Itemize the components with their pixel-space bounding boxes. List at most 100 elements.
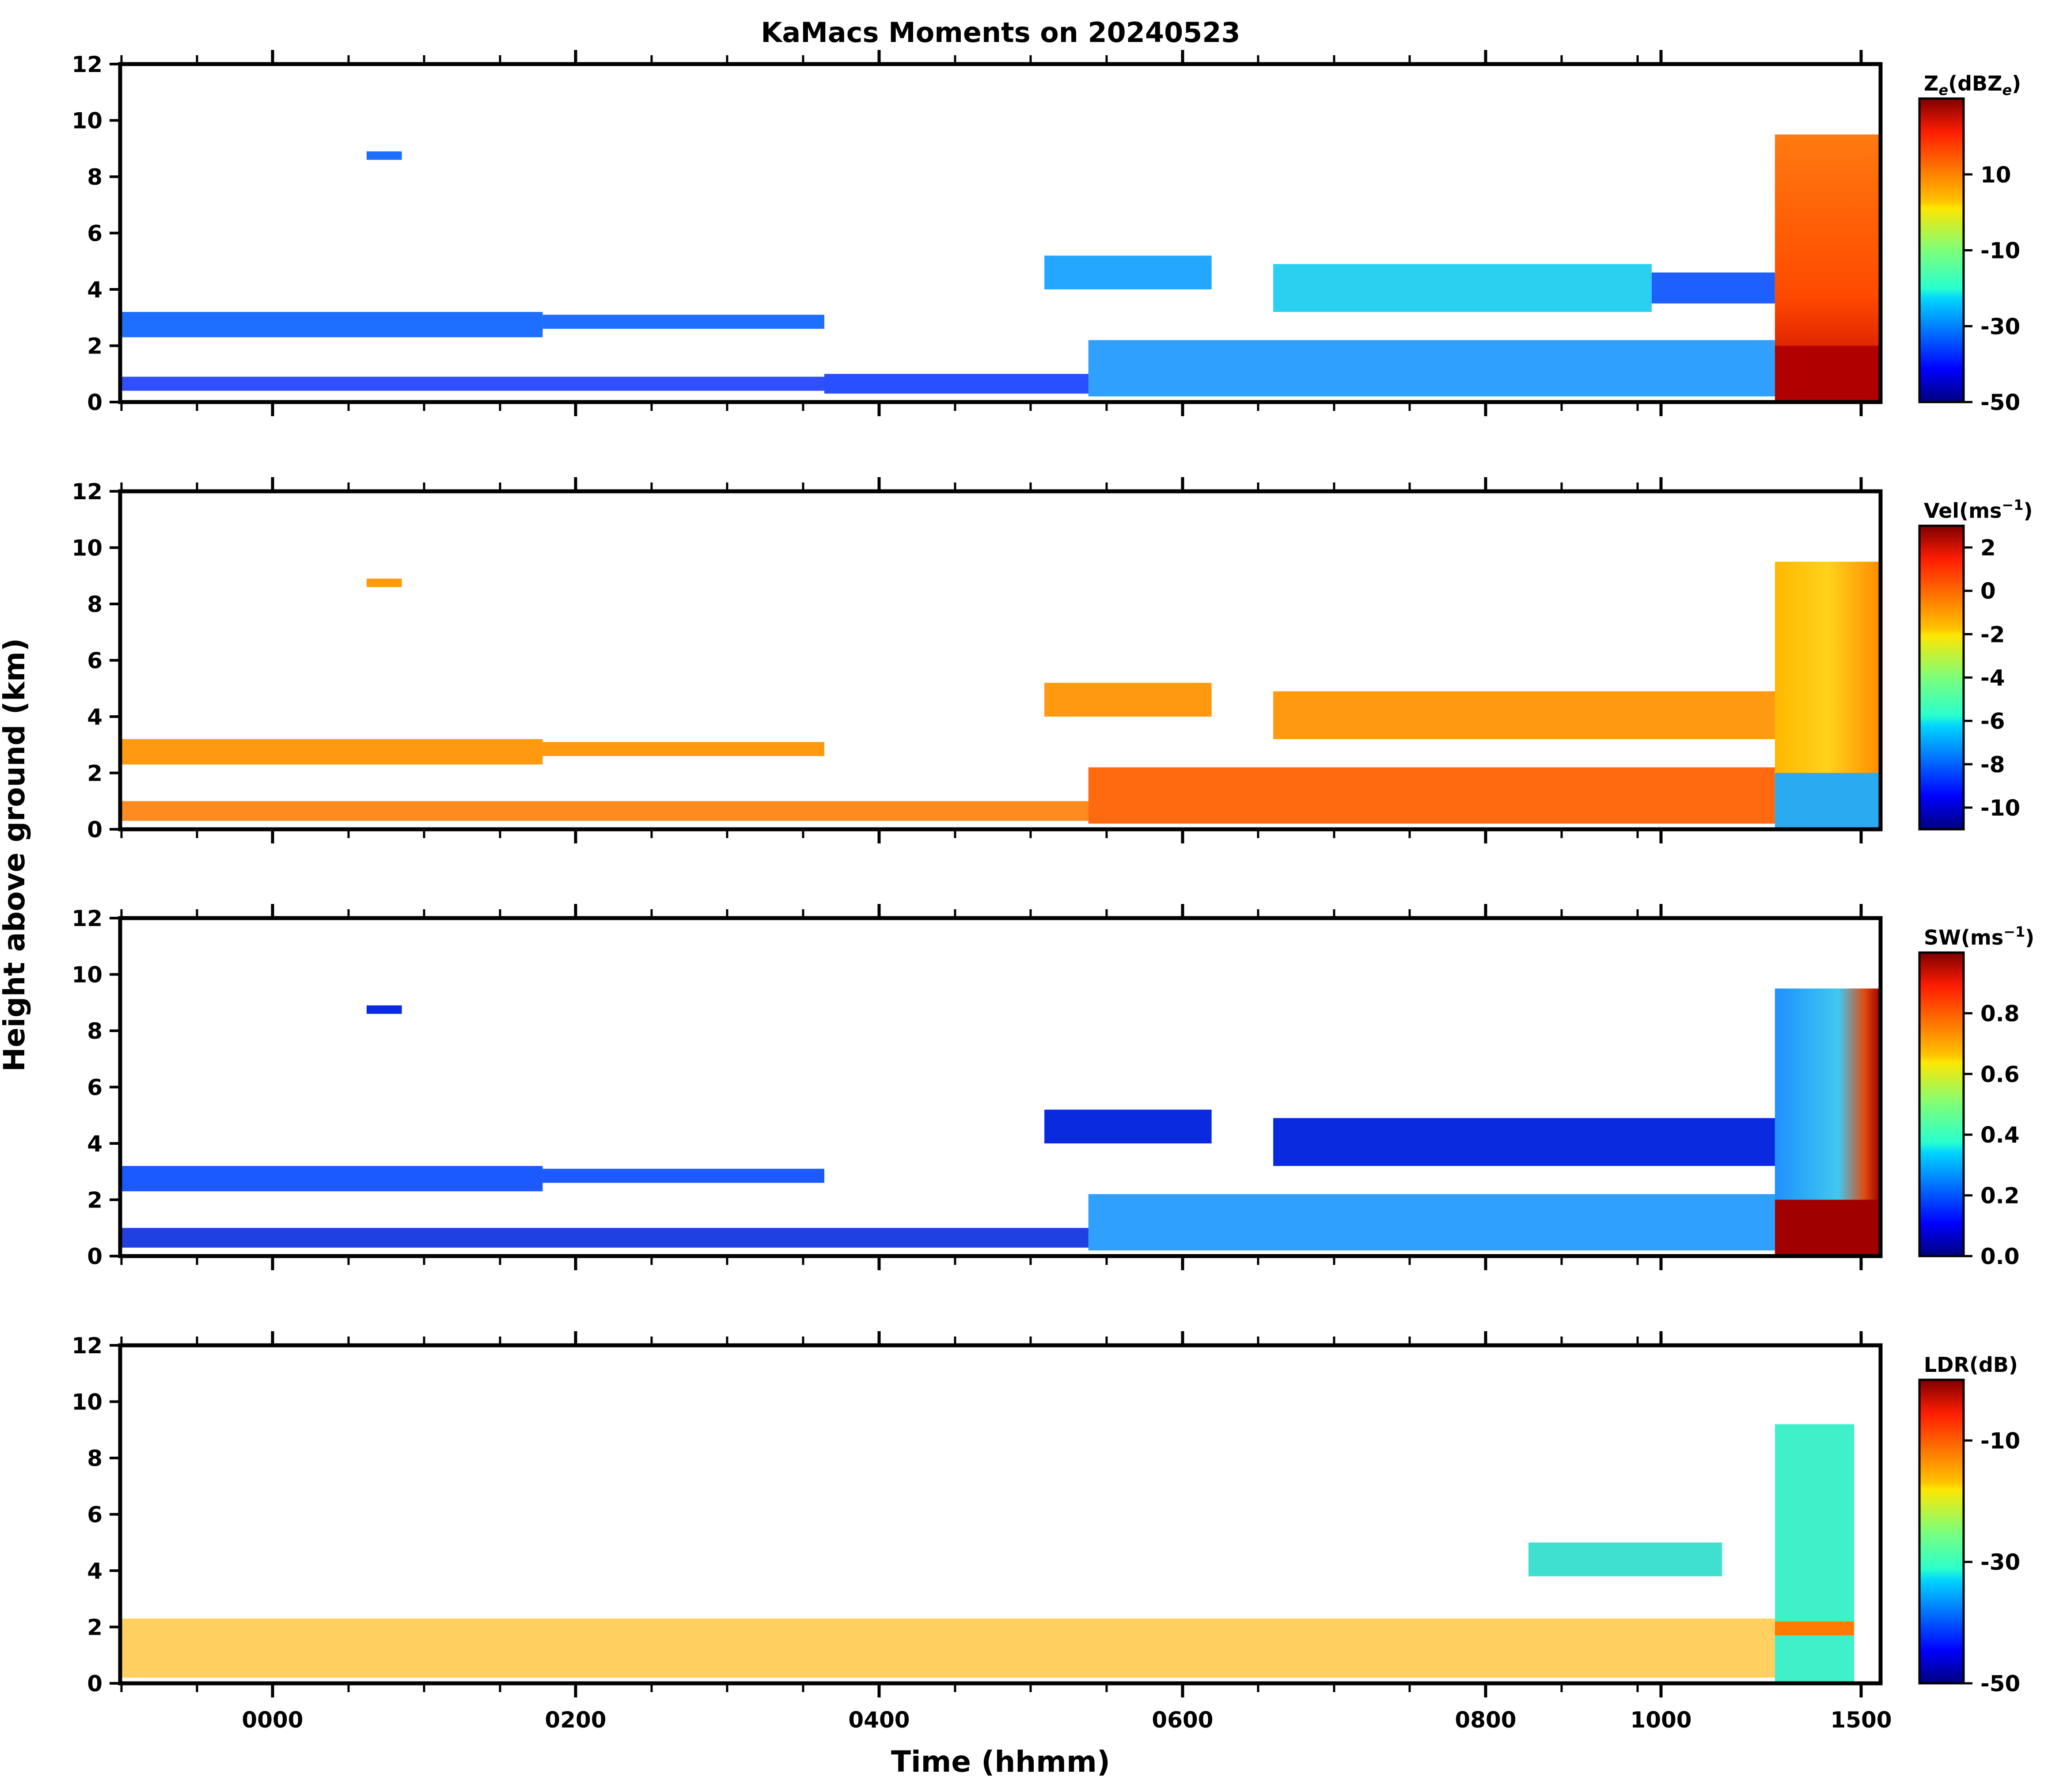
echo-region: [1775, 345, 1881, 402]
y-axis-label: Height above ground (km): [0, 638, 31, 1072]
echo-region: [1775, 1635, 1854, 1683]
echo-region: [120, 376, 824, 391]
echo-region: [1088, 340, 1775, 397]
y-tick-label: 0: [87, 1671, 102, 1697]
echo-region: [1273, 691, 1775, 739]
colorbar-tick-label: -4: [1980, 665, 2005, 691]
echo-region: [1775, 1200, 1881, 1256]
colorbar-label: SW(ms−1): [1924, 923, 2034, 949]
x-tick-label: 1500: [1830, 1707, 1892, 1733]
colorbar-tick-label: 0: [1980, 578, 1996, 604]
y-tick-label: 2: [87, 334, 102, 359]
colorbar-tick-label: -30: [1980, 1549, 2020, 1575]
y-tick-label: 8: [87, 1446, 102, 1471]
y-tick-label: 6: [87, 1502, 102, 1528]
y-tick-label: 10: [72, 962, 102, 988]
echo-region: [1273, 1118, 1775, 1166]
y-tick-label: 4: [87, 1558, 102, 1584]
y-tick-label: 12: [72, 1333, 102, 1359]
y-tick-label: 2: [87, 1188, 102, 1213]
colorbar-tick-label: -10: [1980, 795, 2020, 821]
echo-region: [1044, 1109, 1212, 1143]
echo-region: [1775, 1621, 1854, 1636]
colorbar-tick-label: 10: [1980, 162, 2011, 188]
echo-region: [1088, 1194, 1775, 1251]
colorbar-tick-label: -8: [1980, 752, 2005, 778]
colorbar: [1918, 951, 1965, 1257]
colorbar: [1918, 97, 1965, 403]
colorbar-tick-label: 0.6: [1980, 1062, 2020, 1087]
panel-spectrum-width: 0 2 4 6 8 10 12 0.8 0.6 0.4 0.2 0.0 SW(ms−1): [72, 904, 2034, 1270]
y-tick-label: 2: [87, 1615, 102, 1640]
echo-region: [1088, 767, 1775, 824]
echo-region: [1528, 1542, 1722, 1576]
panel-velocity: 0 2 4 6 8 10 12 2 0 -2 -4 -6 -8 -10 Vel(ms−1): [72, 477, 2033, 843]
colorbar-tick-label: 0.4: [1980, 1122, 2020, 1148]
echo-region: [120, 1166, 543, 1192]
echo-region: [366, 1005, 402, 1014]
echo-region: [366, 578, 402, 587]
colorbar-tick-label: 0.8: [1980, 1001, 2020, 1026]
y-tick-label: 10: [72, 535, 102, 561]
echo-region: [1273, 264, 1652, 312]
y-tick-label: 2: [87, 761, 102, 786]
y-tick-label: 8: [87, 592, 102, 617]
colorbar-label: Ze(dBZe): [1924, 72, 2021, 99]
x-tick-label: 0600: [1152, 1707, 1213, 1733]
x-tick-label: 1000: [1630, 1707, 1691, 1733]
echo-region: [1651, 272, 1775, 304]
echo-region: [1775, 562, 1881, 773]
colorbar-tick-label: -30: [1980, 314, 2020, 339]
echo-region: [366, 151, 402, 160]
echo-region: [1044, 683, 1212, 717]
colorbar-tick-label: 0.2: [1980, 1183, 2020, 1209]
panels-group: 0 2 4 6 8 10 12 10 -10 -30 -50 Ze(dBZe) 0 2 4 6 8 10 12 2 0 -…: [72, 50, 2034, 1733]
y-tick-label: 12: [72, 52, 102, 77]
panel-ldr: 0 2 4 6 8 10 12 0000 0200 0400 0600 0800 1000 1500 -10…: [72, 1331, 2020, 1733]
y-tick-label: 10: [72, 108, 102, 134]
echo-region: [1775, 988, 1881, 1200]
chart-title: KaMacs Moments on 20240523: [761, 16, 1240, 49]
y-tick-label: 6: [87, 648, 102, 674]
y-tick-label: 6: [87, 1075, 102, 1101]
colorbar-tick-label: -50: [1980, 1671, 2020, 1697]
y-tick-label: 12: [72, 906, 102, 931]
colorbar-tick-label: -50: [1980, 390, 2020, 415]
echo-region: [542, 315, 824, 329]
echo-region: [120, 1618, 1775, 1678]
colorbar-tick-label: 0.0: [1980, 1244, 2020, 1269]
colorbar-label: Vel(ms−1): [1924, 497, 2033, 523]
echo-region: [1775, 773, 1881, 829]
y-tick-label: 0: [87, 1244, 102, 1269]
x-tick-label: 0000: [242, 1707, 303, 1733]
colorbar-tick-label: -6: [1980, 709, 2005, 734]
colorbar-tick-label: -10: [1980, 1428, 2020, 1454]
y-tick-label: 8: [87, 1018, 102, 1044]
y-tick-label: 6: [87, 221, 102, 247]
x-tick-label: 0200: [545, 1707, 606, 1733]
echo-region: [1775, 1424, 1854, 1621]
y-tick-label: 4: [87, 277, 102, 303]
y-tick-label: 12: [72, 479, 102, 505]
x-tick-label: 0800: [1455, 1707, 1516, 1733]
colorbar: [1918, 524, 1965, 831]
x-tick-label: 0400: [848, 1707, 910, 1733]
colorbar-tick-label: -2: [1980, 622, 2005, 647]
y-tick-label: 10: [72, 1390, 102, 1415]
y-tick-label: 4: [87, 704, 102, 730]
echo-region: [120, 739, 543, 765]
y-tick-label: 0: [87, 390, 102, 415]
y-tick-label: 0: [87, 817, 102, 843]
colorbar-tick-label: 2: [1980, 535, 1996, 561]
y-tick-label: 8: [87, 164, 102, 190]
colorbar-tick-label: -10: [1980, 238, 2020, 264]
colorbar: [1918, 1378, 1965, 1685]
echo-region: [120, 312, 543, 338]
colorbar-label: LDR(dB): [1924, 1353, 2018, 1377]
y-tick-label: 4: [87, 1131, 102, 1157]
echo-region: [542, 742, 824, 756]
echo-region: [1044, 255, 1212, 289]
x-axis-label: Time (hhmm): [891, 1745, 1110, 1779]
echo-region: [542, 1169, 824, 1183]
